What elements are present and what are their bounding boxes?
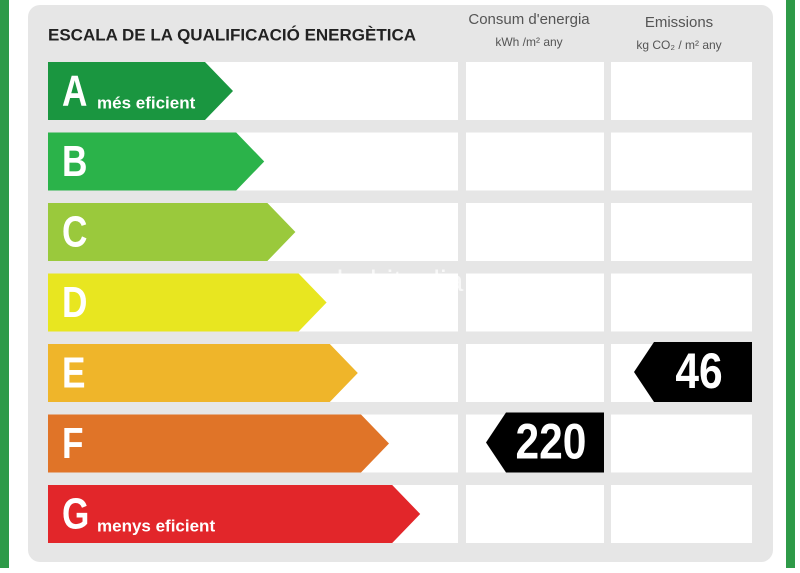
grade-arrow: [48, 273, 327, 332]
value-cell: [466, 203, 604, 261]
value-cell: [611, 62, 752, 120]
value-cell: [466, 132, 604, 191]
grade-arrow: [48, 344, 358, 402]
grade-note: més eficient: [97, 93, 196, 112]
value-cell: [466, 62, 604, 120]
value-cell: [611, 414, 752, 473]
grade-letter: D: [62, 278, 87, 327]
value-cell: [466, 485, 604, 543]
right-border: [786, 0, 795, 568]
grade-letter: C: [62, 208, 87, 257]
rating-value: 220: [516, 413, 587, 469]
grade-arrow: [48, 203, 296, 261]
column-title: Emissions: [645, 14, 713, 31]
column-unit: kg CO₂ / m² any: [636, 38, 721, 52]
value-cell: [466, 273, 604, 332]
column-unit: kWh /m² any: [495, 35, 562, 49]
grade-letter: E: [62, 349, 85, 398]
rating-value: 46: [675, 343, 722, 399]
rating-badge: [486, 412, 604, 473]
grade-letter: A: [62, 67, 87, 116]
value-cell: [611, 273, 752, 332]
grade-letter: G: [62, 490, 89, 539]
value-cell: [611, 132, 752, 191]
title: ESCALA DE LA QUALIFICACIÓ ENERGÈTICA: [48, 25, 416, 44]
grade-note: menys eficient: [97, 516, 215, 535]
grade-letter: B: [62, 137, 87, 186]
grade-arrow: [48, 485, 421, 543]
grade-arrow: [48, 62, 233, 120]
grade-arrow: [48, 132, 265, 191]
value-cell: [611, 203, 752, 261]
grade-letter: F: [62, 419, 84, 468]
value-cell: [611, 485, 752, 543]
column-title: Consum d'energia: [468, 11, 590, 28]
grade-arrow: [48, 414, 389, 473]
left-border: [0, 0, 9, 568]
value-cell: [466, 344, 604, 402]
rating-badge: [634, 342, 752, 402]
watermark: habitaclia: [337, 265, 464, 298]
